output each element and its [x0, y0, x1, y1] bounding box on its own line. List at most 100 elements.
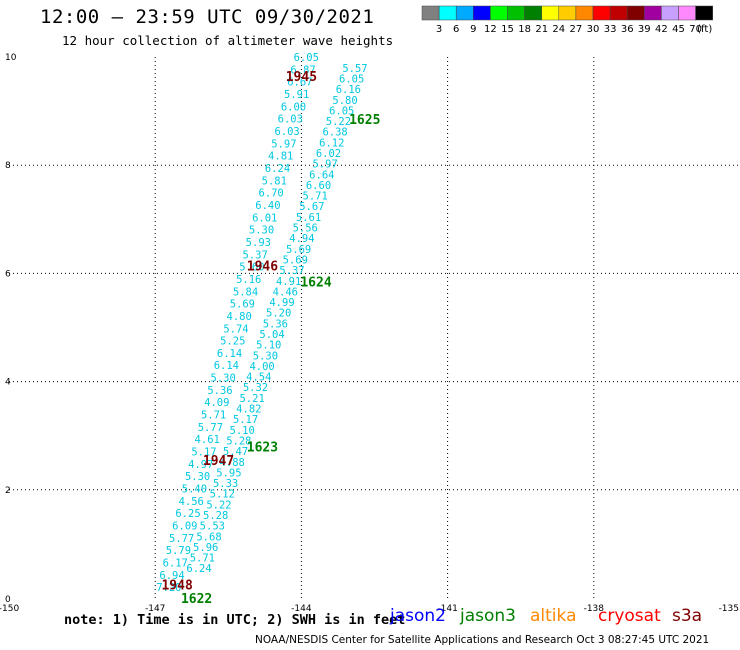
swh-value: 6.70	[258, 188, 283, 200]
swh-value: 6.00	[281, 101, 306, 113]
swh-value: 5.33	[213, 478, 238, 490]
swh-value: 5.10	[256, 340, 281, 352]
swh-value: 6.94	[159, 570, 184, 582]
legend-label: 18	[518, 24, 531, 35]
swh-value: 5.77	[198, 422, 223, 434]
legend-label: 24	[552, 24, 565, 35]
legend-label: 36	[621, 24, 634, 35]
swh-value: 5.22	[206, 499, 231, 511]
swh-value: 5.84	[233, 286, 258, 298]
swh-value: 4.00	[249, 361, 274, 373]
swh-value: 5.97	[312, 159, 337, 171]
swh-value: 4.61	[195, 434, 220, 446]
swh-value: 5.81	[262, 175, 287, 187]
swh-value: 5.20	[266, 308, 291, 320]
swh-value: 5.30	[211, 373, 236, 385]
swh-value: 5.97	[271, 138, 296, 150]
swh-value: 6.87	[290, 64, 315, 76]
swh-value: 5.71	[303, 191, 328, 203]
swh-value: 5.93	[246, 237, 271, 249]
legend-swatch	[695, 5, 713, 21]
y-tick-label: 4	[5, 378, 11, 388]
swh-value: 5.22	[326, 116, 351, 128]
legend-label: 70	[689, 24, 702, 35]
swh-value: 5.40	[182, 484, 207, 496]
swh-value: 5.25	[220, 336, 245, 348]
credit-line: NOAA/NESDIS Center for Satellite Applica…	[255, 634, 710, 646]
time-label: 1945	[286, 70, 317, 85]
swh-value: 5.32	[243, 382, 268, 394]
swh-value: 5.71	[201, 410, 226, 422]
swh-value: 7.20	[156, 582, 181, 594]
swh-value: 6.14	[217, 348, 242, 360]
swh-value: 5.60	[239, 262, 264, 274]
swh-value: 5.10	[230, 425, 255, 437]
swh-value: 5.30	[185, 471, 210, 483]
footer-note: note: 1) Time is in UTC; 2) SWH is in fe…	[64, 612, 406, 628]
swh-value: 4.82	[236, 404, 261, 416]
swh-value: 6.17	[163, 558, 188, 570]
swh-value: 6.38	[322, 127, 347, 139]
swh-value: 5.04	[259, 329, 284, 341]
legend-unit: (ft)	[697, 24, 712, 35]
swh-value: 4.56	[179, 496, 204, 508]
swh-value: 5.28	[203, 510, 228, 522]
swh-value: 6.09	[172, 521, 197, 533]
swh-value: 4.94	[289, 233, 314, 245]
swh-value: 4.80	[227, 311, 252, 323]
swh-value: 4.81	[268, 151, 293, 163]
swh-value: 5.28	[226, 435, 251, 447]
swh-value: 5.36	[207, 385, 232, 397]
legend-label: 6	[453, 24, 459, 35]
y-tick-label: 10	[5, 53, 17, 63]
x-tick-label: -147	[145, 604, 165, 614]
swh-value: 5.30	[249, 225, 274, 237]
x-tick-label: -150	[0, 604, 19, 614]
y-tick-label: 0	[5, 595, 11, 605]
x-tick-label: -138	[584, 604, 605, 614]
swh-value: 5.61	[296, 212, 321, 224]
time-label: 1948	[161, 578, 192, 593]
swh-value: 6.05	[329, 105, 354, 117]
y-tick-label: 8	[5, 161, 11, 171]
swh-value: 5.74	[223, 323, 248, 335]
swh-value: 5.30	[253, 350, 278, 362]
swh-value: 5.12	[210, 489, 235, 501]
y-tick-label: 6	[5, 269, 11, 279]
page-title: 12:00 – 23:59 UTC 09/30/2021	[40, 6, 375, 28]
legend-label: 45	[672, 24, 685, 35]
swh-value: 5.71	[190, 553, 215, 565]
swh-value: 6.24	[186, 563, 211, 575]
color-legend: 3 6 9 12 15 18 21 24 27 30 33 36 39 42 45 70(ft)	[421, 5, 713, 35]
legend-label: 21	[535, 24, 548, 35]
legend-label: 42	[655, 24, 668, 35]
swh-value: 4.99	[269, 297, 294, 309]
time-label: 1624	[300, 276, 331, 291]
swh-value: 5.69	[286, 244, 311, 256]
swh-value: 6.03	[278, 114, 303, 126]
swh-value: 6.24	[265, 163, 290, 175]
legend-label: 12	[484, 24, 497, 35]
legend-label: 33	[604, 24, 617, 35]
swh-value: 5.37	[279, 265, 304, 277]
swh-value: 6.12	[319, 137, 344, 149]
swh-value: 4.97	[188, 459, 213, 471]
swh-value: 6.05	[294, 52, 319, 64]
swh-value: 5.16	[236, 274, 261, 286]
swh-value: 6.02	[316, 148, 341, 160]
mission-altika: altika	[530, 606, 577, 626]
time-label: 1946	[247, 259, 278, 274]
swh-value: 6.14	[214, 360, 239, 372]
legend-label: 9	[470, 24, 476, 35]
swh-value: 6.67	[287, 77, 312, 89]
swh-value: 6.25	[175, 508, 200, 520]
mission-jason2: jason2	[390, 606, 446, 626]
time-label: 1625	[349, 113, 380, 128]
swh-value: 5.77	[169, 533, 194, 545]
legend-label: 27	[570, 24, 583, 35]
swh-value: 6.01	[252, 212, 277, 224]
x-tick-label: -144	[291, 604, 312, 614]
time-label: 1623	[247, 441, 278, 456]
swh-value: 5.17	[191, 447, 216, 459]
